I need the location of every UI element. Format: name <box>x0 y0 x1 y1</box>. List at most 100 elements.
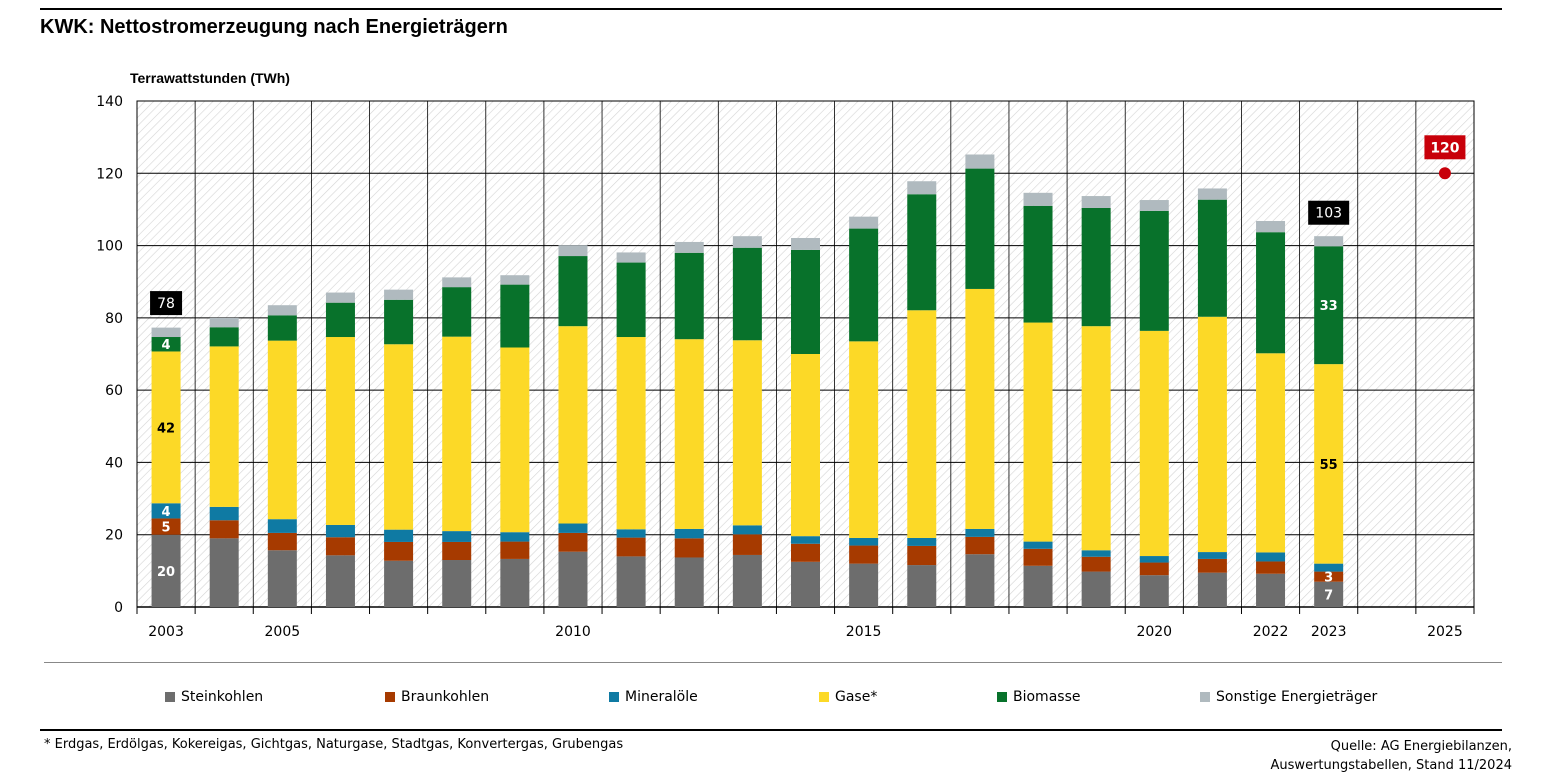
bar-segment <box>674 557 704 607</box>
y-tick-label: 20 <box>105 528 123 544</box>
total-label: 103 <box>1315 206 1342 222</box>
bar-segment <box>849 537 879 546</box>
bar-segment <box>1197 316 1227 553</box>
legend-separator <box>44 662 1502 663</box>
bar-segment <box>907 181 937 195</box>
y-tick-label: 60 <box>105 383 123 399</box>
bar-segment <box>442 560 472 607</box>
bar-segment <box>558 532 588 552</box>
bar-segment <box>1081 556 1111 572</box>
bar-segment <box>674 339 704 529</box>
bar-segment <box>1139 562 1169 576</box>
bar-segment <box>1081 196 1111 208</box>
bar-segment <box>616 262 646 338</box>
bar-segment <box>325 337 355 525</box>
bar-segment <box>151 503 181 519</box>
bar-segment <box>267 340 297 520</box>
bar-segment <box>907 537 937 546</box>
data-label: 5 <box>162 521 171 536</box>
x-tick-label: 2023 <box>1311 624 1347 640</box>
data-label: 33 <box>1320 299 1338 314</box>
y-tick-label: 100 <box>96 239 123 255</box>
data-label: 42 <box>157 421 175 436</box>
bar-segment <box>791 354 820 537</box>
bar-segment <box>267 550 297 607</box>
bar-segment <box>558 256 588 327</box>
bar-segment <box>267 305 297 316</box>
bar-segment <box>384 529 414 542</box>
bar-segment <box>965 154 995 169</box>
bar-segment <box>151 327 181 338</box>
bar-segment <box>1081 326 1111 551</box>
bar-segment <box>384 560 414 607</box>
bar-segment <box>965 554 995 607</box>
bar-segment <box>674 252 704 340</box>
legend-item-gase: Gase* <box>819 689 877 705</box>
bar-segment <box>1197 199 1227 317</box>
x-tick-label: 2015 <box>846 624 882 640</box>
bar-segment <box>1197 572 1227 607</box>
bar-segment <box>1197 552 1227 559</box>
chart-title: KWK: Nettostromerzeugung nach Energieträ… <box>40 16 508 38</box>
bar-segment <box>732 247 762 341</box>
bar-segment <box>442 541 472 561</box>
bar-segment <box>1081 207 1111 327</box>
bar-segment <box>1314 246 1344 365</box>
bar-segment <box>1139 575 1169 607</box>
bar-segment <box>965 168 995 289</box>
bar-segment <box>500 347 530 533</box>
footnote: * Erdgas, Erdölgas, Kokereigas, Gichtgas… <box>44 737 624 752</box>
legend-swatch-sonstige <box>1200 692 1210 702</box>
bar-segment <box>732 525 762 535</box>
bar-segment <box>732 554 762 607</box>
bar-segment <box>616 337 646 530</box>
bar-segment <box>267 519 297 533</box>
bar-segment <box>849 228 879 342</box>
bar-segment <box>151 337 181 352</box>
bar-segment <box>1023 205 1053 323</box>
bar-segment <box>1081 550 1111 557</box>
y-tick-label: 120 <box>96 166 123 182</box>
legend-label-steinkohlen: Steinkohlen <box>181 689 264 705</box>
bar-segment <box>209 327 239 347</box>
bar-segment <box>674 241 704 253</box>
bar-segment <box>1023 322 1053 542</box>
bar-segment <box>442 287 472 337</box>
bar-segment <box>1256 220 1286 233</box>
bar-segment <box>1081 571 1111 607</box>
bar-segment <box>325 537 355 556</box>
bar-segment <box>1023 548 1053 566</box>
bar-segment <box>384 299 414 345</box>
bar-segment <box>965 528 995 537</box>
bar-segment <box>849 563 879 607</box>
bar-segment <box>849 216 879 229</box>
target-label-box <box>1424 135 1466 160</box>
source-note: Quelle: AG Energiebilanzen, Auswertungst… <box>1271 737 1512 775</box>
bar-segment <box>1256 561 1286 574</box>
bar-segment <box>907 194 937 311</box>
bar-segment <box>209 317 239 328</box>
bar-segment <box>907 545 937 566</box>
total-label: 78 <box>157 296 175 312</box>
legend-swatch-braunkohlen <box>385 692 395 702</box>
data-label: 3 <box>1324 571 1333 586</box>
data-label: 20 <box>157 565 175 580</box>
x-tick-label: 2022 <box>1253 624 1289 640</box>
bar-segment <box>209 520 239 539</box>
x-tick-label: 2025 <box>1427 624 1463 640</box>
bar-segment <box>1139 556 1169 563</box>
bar-segment <box>558 326 588 524</box>
y-tick-label: 140 <box>96 94 123 110</box>
bar-segment <box>500 541 530 559</box>
bar-segment <box>791 543 820 562</box>
x-tick-label: 2020 <box>1136 624 1172 640</box>
bar-segment <box>791 536 820 544</box>
bar-segment <box>500 532 530 542</box>
legend-item-biomasse: Biomasse <box>997 689 1080 705</box>
bar-segment <box>907 565 937 607</box>
bar-segment <box>732 534 762 555</box>
bar-segment <box>849 545 879 564</box>
bar-segment <box>732 340 762 526</box>
data-label: 55 <box>1320 458 1338 473</box>
